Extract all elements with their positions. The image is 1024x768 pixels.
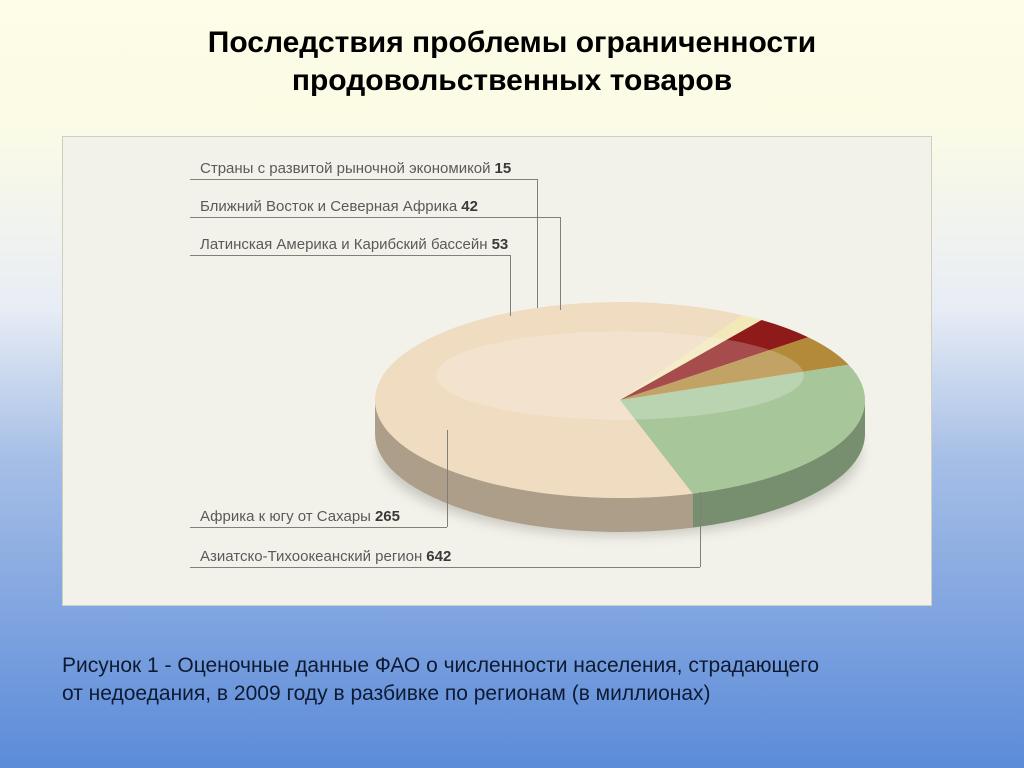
chart-label-value: 42 — [461, 198, 478, 215]
caption-line1: Рисунок 1 - Оценочные данные ФАО о числе… — [62, 654, 819, 677]
chart-label-text: Африка к югу от Сахары — [200, 508, 371, 525]
leader-line — [510, 255, 511, 316]
chart-label-text: Страны с развитой рыночной экономикой — [200, 160, 491, 177]
chart-label: Азиатско-Тихоокеанский регион642 — [200, 548, 451, 565]
chart-label: Латинская Америка и Карибский бассейн53 — [200, 236, 508, 253]
chart-label: Ближний Восток и Северная Африка42 — [200, 198, 478, 215]
chart-label-text: Ближний Восток и Северная Африка — [200, 198, 457, 215]
leader-line — [537, 179, 538, 308]
chart-label: Африка к югу от Сахары265 — [200, 508, 400, 525]
slide: { "slide": { "width": 1024, "height": 76… — [0, 0, 1024, 768]
chart-label: Страны с развитой рыночной экономикой15 — [200, 160, 511, 177]
chart-label-value: 53 — [492, 236, 509, 253]
chart-label-value: 642 — [426, 548, 451, 565]
chart-label-text: Азиатско-Тихоокеанский регион — [200, 548, 422, 565]
leader-line — [190, 255, 510, 256]
leader-line — [560, 217, 561, 310]
leader-line — [190, 217, 560, 218]
chart-label-text: Латинская Америка и Карибский бассейн — [200, 236, 488, 253]
figure-caption: Рисунок 1 - Оценочные данные ФАО о числе… — [62, 652, 932, 709]
caption-line2: от недоедания, в 2009 году в разбивке по… — [62, 682, 711, 705]
leader-line — [190, 527, 447, 528]
leader-line — [190, 567, 700, 568]
leader-line — [447, 430, 448, 527]
leader-line — [700, 492, 701, 567]
chart-label-value: 15 — [495, 160, 512, 177]
chart-label-value: 265 — [375, 508, 400, 525]
leader-line — [190, 179, 537, 180]
